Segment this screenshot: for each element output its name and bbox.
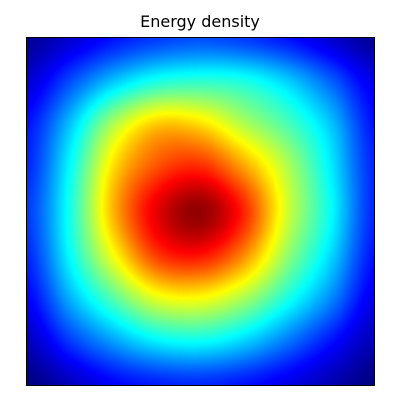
heatmap-plot <box>27 38 374 385</box>
chart-title: Energy density <box>140 12 260 31</box>
